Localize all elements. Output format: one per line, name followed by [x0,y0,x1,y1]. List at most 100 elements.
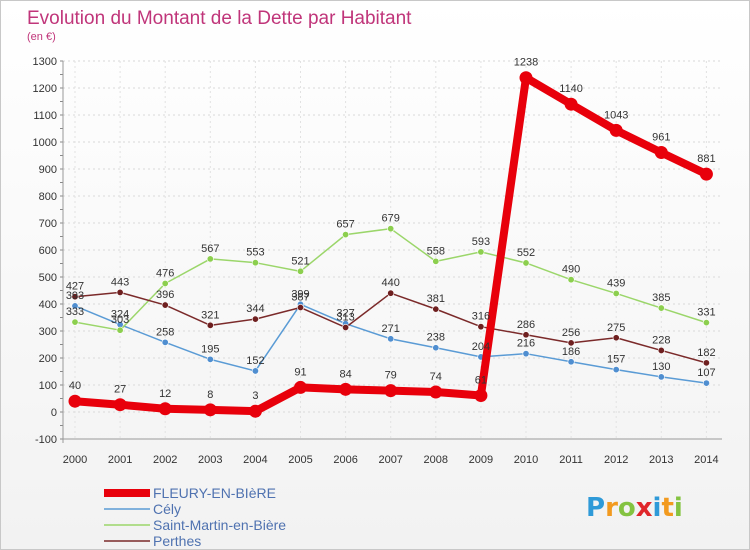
data-point [251,315,259,323]
data-label: 881 [697,153,715,165]
data-label: 1043 [604,109,628,121]
data-point [251,367,259,375]
y-tick-label: 400 [39,299,57,311]
series-layer [68,71,713,418]
logo-letter: o [618,493,636,523]
data-label: 1238 [514,57,538,69]
data-point [429,385,443,399]
data-label: 558 [427,245,445,257]
data-point [477,323,485,331]
x-tick-label: 2012 [604,454,628,466]
x-tick-label: 2004 [243,454,267,466]
logo-letter: P [586,493,605,523]
data-point [522,331,530,339]
series-saint-martin-en-bi-re [71,225,710,334]
data-label: 107 [697,367,715,379]
data-label: 961 [652,132,670,144]
x-tick-label: 2009 [469,454,493,466]
data-point [206,321,214,329]
x-tick-label: 2001 [108,454,132,466]
data-label: 657 [336,219,354,231]
data-point [206,255,214,263]
y-tick-label: 700 [39,218,57,230]
axes: -100 0 100 200 300 400 500 600 700 800 900 1000 1100… [33,56,722,466]
data-point [657,304,665,312]
logo-letter: i [674,493,683,523]
data-label: 79 [385,370,397,382]
data-label: 316 [472,311,490,323]
data-label: 152 [246,355,264,367]
x-tick-label: 2008 [424,454,448,466]
x-tick-label: 2000 [63,454,87,466]
data-label: 521 [291,255,309,267]
data-label: 381 [427,293,445,305]
logo-letter: x [636,493,653,523]
data-label: 387 [291,292,309,304]
legend-label: Saint-Martin-en-Bière [153,517,286,533]
data-label: 84 [339,368,351,380]
data-point [116,288,124,296]
data-label: 228 [652,334,670,346]
data-point [654,146,668,160]
legend: FLEURY-EN-BIèRECélySaint-Martin-en-Bière… [104,485,286,549]
data-point [612,334,620,342]
data-point [657,373,665,381]
data-label: 186 [562,346,580,358]
data-point [432,344,440,352]
data-label: 286 [517,319,535,331]
data-point [702,359,710,367]
data-label: 256 [562,327,580,339]
legend-label: Cély [153,501,181,517]
data-label: 8 [207,389,213,401]
data-label: 12 [159,388,171,400]
legend-item-saint-martin-en-bi-re: Saint-Martin-en-Bière [104,517,286,533]
data-label: 443 [111,276,129,288]
data-point [342,231,350,239]
data-label: 490 [562,264,580,276]
data-point [387,335,395,343]
data-label: 27 [114,384,126,396]
data-point [158,402,172,416]
data-point [609,123,623,137]
data-point [161,301,169,309]
y-tick-label: 300 [39,326,57,338]
data-point [432,305,440,313]
legend-item-c-ly: Cély [104,501,181,517]
data-label: 552 [517,247,535,259]
y-tick-label: 600 [39,245,57,257]
legend-label: Perthes [153,533,201,549]
data-point [161,279,169,287]
x-tick-label: 2013 [649,454,673,466]
logo-letter: i [653,493,662,523]
data-point [71,293,79,301]
x-tick-label: 2005 [288,454,312,466]
data-label: 303 [111,314,129,326]
data-point [567,276,575,284]
data-point [113,398,127,412]
x-tick-label: 2010 [514,454,538,466]
data-point [203,403,217,417]
y-tick-label: 800 [39,191,57,203]
x-tick-label: 2002 [153,454,177,466]
series-perthes [71,288,710,367]
x-tick-label: 2003 [198,454,222,466]
data-point [702,319,710,327]
legend-label: FLEURY-EN-BIèRE [153,485,276,501]
data-label: 396 [156,289,174,301]
data-point [71,302,79,310]
y-tick-label: 100 [39,380,57,392]
data-label: 593 [472,236,490,248]
data-point [71,318,79,326]
data-label: 393 [66,290,84,302]
data-point [387,225,395,233]
data-point [116,326,124,334]
data-point [519,71,533,85]
logo-letter: t [661,493,673,523]
data-point [68,394,82,408]
data-label: 275 [607,322,625,334]
data-point [522,350,530,358]
y-tick-label: 0 [51,407,57,419]
